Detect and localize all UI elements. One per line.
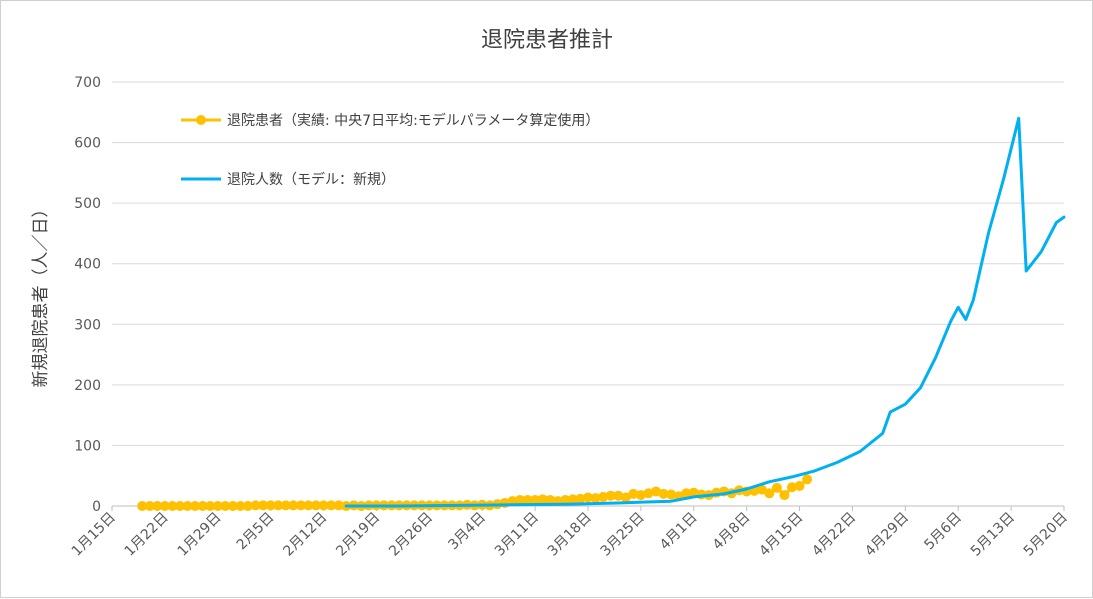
y-axis-label: 新規退院患者（人／日）	[31, 201, 51, 388]
data-point	[590, 493, 601, 504]
x-tick-label: 4月8日	[710, 510, 754, 554]
data-point	[756, 484, 767, 495]
data-point	[787, 482, 797, 493]
data-point	[227, 501, 238, 511]
data-point	[643, 488, 654, 499]
legend-marker-actual	[196, 115, 206, 125]
data-point	[771, 482, 782, 493]
y-tick-label: 100	[74, 438, 101, 454]
data-point	[159, 501, 170, 511]
y-tick-label: 600	[74, 136, 101, 152]
series-model	[344, 116, 1066, 508]
data-point	[190, 501, 201, 511]
x-tick-label: 1月22日	[122, 510, 172, 560]
legend: 退院患者（実績: 中央7日平均:モデルパラメータ算定使用） 退院人数（モデル：新…	[181, 112, 599, 188]
data-point	[628, 488, 639, 499]
data-point	[515, 494, 525, 505]
data-point	[250, 500, 261, 511]
x-tick-label: 4月1日	[657, 510, 701, 554]
x-tick-label: 4月29日	[862, 510, 912, 560]
data-point	[598, 491, 609, 502]
data-point	[220, 501, 231, 511]
series-line	[344, 116, 1066, 508]
data-point	[575, 493, 586, 504]
data-point	[235, 501, 246, 511]
data-point	[137, 501, 148, 511]
data-point	[197, 501, 208, 511]
y-tick-label: 700	[74, 75, 101, 91]
x-tick-labels: 1月15日 1月22日 1月29日 2月5日 2月12日 2月19日 2月26日 3月4日 3月…	[69, 506, 1071, 560]
data-point	[666, 489, 677, 500]
x-tick-label: 2月12日	[280, 510, 330, 560]
data-point	[567, 494, 578, 505]
data-point	[326, 500, 337, 511]
data-point	[182, 501, 193, 511]
data-point	[175, 501, 185, 511]
data-point	[288, 500, 299, 511]
data-point	[545, 494, 556, 505]
data-point	[537, 494, 548, 505]
data-point	[651, 486, 661, 497]
y-tick-label: 300	[74, 317, 101, 333]
y-tick-label: 400	[74, 257, 101, 273]
chart-title: 退院患者推計	[481, 28, 613, 53]
data-point	[583, 492, 593, 503]
data-point	[265, 500, 276, 511]
data-point	[295, 500, 306, 511]
data-point	[144, 501, 155, 511]
data-point	[635, 490, 646, 501]
data-point	[658, 488, 669, 499]
x-tick-label: 1月29日	[175, 510, 225, 560]
data-point	[613, 490, 624, 501]
data-point	[273, 500, 284, 511]
y-tick-labels: 0 100 200 300 400 500 600 700	[74, 75, 101, 515]
data-point	[764, 488, 775, 499]
x-tick-label: 2月5日	[234, 510, 278, 554]
data-point	[243, 501, 253, 511]
x-tick-label: 3月25日	[598, 510, 648, 560]
data-point	[560, 494, 571, 505]
data-point	[303, 500, 314, 511]
data-point	[205, 501, 216, 511]
x-tick-label: 3月18日	[545, 510, 595, 560]
data-point	[779, 490, 790, 501]
x-tick-label: 2月26日	[386, 510, 436, 560]
x-tick-label: 1月15日	[69, 510, 119, 560]
data-point	[212, 501, 223, 511]
data-point	[333, 500, 344, 511]
x-tick-label: 5月20日	[1021, 510, 1071, 560]
data-point	[794, 481, 805, 492]
x-tick-label: 4月22日	[809, 510, 859, 560]
data-point	[167, 501, 178, 511]
data-point	[530, 494, 541, 505]
data-point	[258, 500, 269, 511]
legend-label-actual: 退院患者（実績: 中央7日平均:モデルパラメータ算定使用）	[227, 112, 599, 129]
data-point	[620, 492, 631, 503]
gridlines	[112, 81, 1064, 507]
x-tick-label: 5月6日	[921, 510, 965, 554]
legend-label-model: 退院人数（モデル：新規）	[227, 171, 395, 188]
data-point	[802, 474, 813, 485]
y-tick-label: 200	[74, 378, 101, 394]
x-tick-label: 2月19日	[333, 510, 383, 560]
y-tick-label: 0	[92, 499, 101, 515]
data-point	[311, 500, 321, 511]
x-tick-label: 5月13日	[968, 510, 1018, 560]
x-tick-label: 4月15日	[756, 510, 806, 560]
x-tick-label: 3月11日	[492, 510, 542, 560]
y-tick-label: 500	[74, 196, 101, 212]
data-point	[280, 500, 291, 511]
data-point	[318, 500, 329, 511]
data-point	[522, 494, 533, 505]
data-point	[681, 488, 692, 499]
data-point	[605, 490, 616, 501]
data-point	[152, 501, 163, 511]
x-tick-label: 3月4日	[445, 510, 489, 554]
